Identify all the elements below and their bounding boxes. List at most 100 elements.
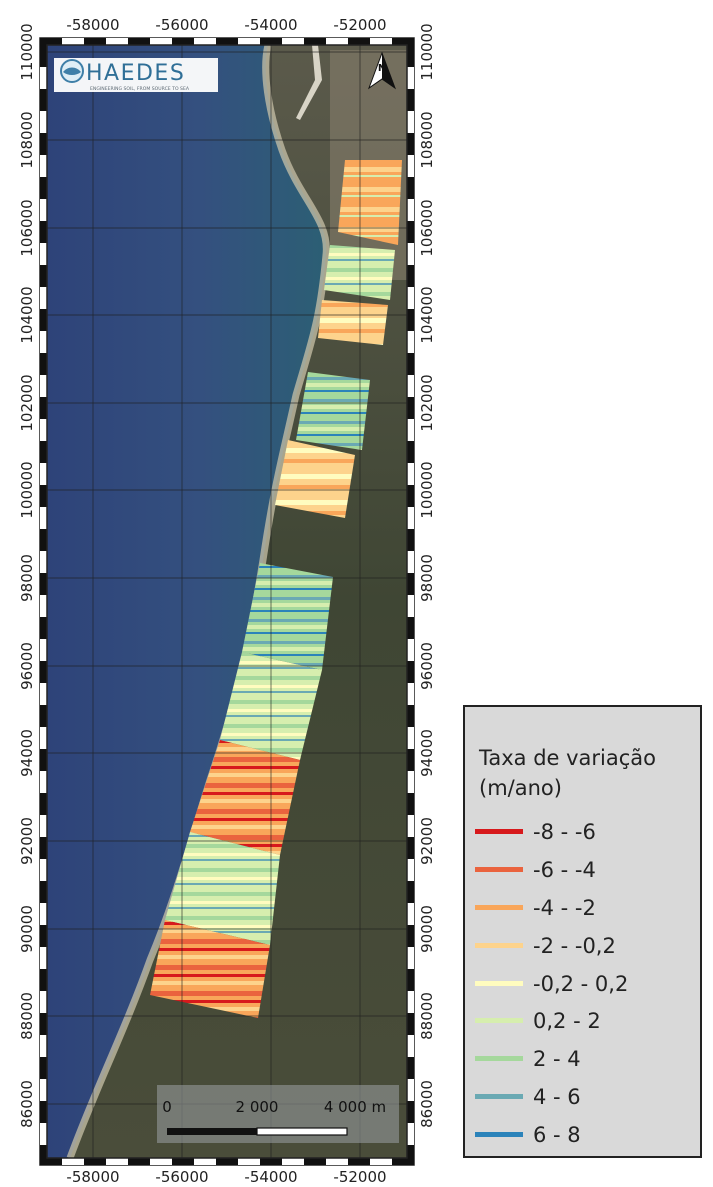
frame-tick bbox=[40, 1145, 47, 1158]
y-tick-label-right: 100000 bbox=[418, 461, 436, 518]
frame-tick bbox=[40, 45, 47, 67]
frame-tick bbox=[407, 177, 414, 199]
frame-tick bbox=[40, 793, 47, 815]
frame-tick bbox=[40, 1123, 47, 1145]
frame-tick bbox=[407, 199, 414, 221]
frame-tick bbox=[40, 397, 47, 419]
frame-tick bbox=[407, 947, 414, 969]
frame-tick bbox=[40, 221, 47, 243]
frame-tick bbox=[407, 45, 414, 67]
frame-tick bbox=[150, 1158, 172, 1165]
y-tick-label-right: 92000 bbox=[418, 817, 436, 865]
frame-tick bbox=[304, 1158, 326, 1165]
frame-tick bbox=[407, 89, 414, 111]
legend-title-line: Taxa de variação bbox=[479, 746, 657, 770]
frame-tick bbox=[370, 38, 392, 45]
legend-title-line: (m/ano) bbox=[479, 776, 562, 800]
frame-tick bbox=[40, 881, 47, 903]
scale-bar: 0 2 000 4 000 m bbox=[162, 1098, 386, 1136]
frame-tick bbox=[407, 881, 414, 903]
frame-tick bbox=[407, 683, 414, 705]
y-tick-label-right: 90000 bbox=[418, 905, 436, 953]
frame-tick bbox=[407, 595, 414, 617]
frame-tick bbox=[40, 727, 47, 749]
legend-swatch bbox=[475, 1018, 523, 1024]
y-tick-label-right: 98000 bbox=[418, 554, 436, 602]
frame-tick bbox=[40, 947, 47, 969]
frame-tick bbox=[407, 1079, 414, 1101]
transect-band-10 bbox=[150, 920, 270, 1018]
frame-tick bbox=[194, 38, 216, 45]
map-frame-inner bbox=[46, 44, 408, 1159]
frame-tick bbox=[40, 573, 47, 595]
frame-tick bbox=[304, 38, 326, 45]
sea-area bbox=[47, 45, 327, 1158]
frame-tick bbox=[407, 551, 414, 573]
frame-tick bbox=[216, 1158, 238, 1165]
frame-tick bbox=[407, 1101, 414, 1123]
frame-tick bbox=[40, 1158, 62, 1165]
y-tick-label-right: 88000 bbox=[418, 992, 436, 1040]
frame-tick bbox=[238, 38, 260, 45]
legend-label: 2 - 4 bbox=[533, 1047, 581, 1072]
frame-tick bbox=[407, 133, 414, 155]
frame-tick bbox=[40, 595, 47, 617]
y-tick-label-left: 98000 bbox=[18, 554, 36, 602]
legend-swatch bbox=[475, 1056, 523, 1062]
frame-tick bbox=[407, 617, 414, 639]
logo-tagline: ENGINEERING SOIL, FROM SOURCE TO SEA bbox=[90, 86, 190, 92]
x-tick-label-bottom: -56000 bbox=[155, 1168, 208, 1186]
y-tick-label-right: 110000 bbox=[418, 23, 436, 80]
frame-tick bbox=[40, 1101, 47, 1123]
frame-tick bbox=[40, 419, 47, 441]
harbour-jetty bbox=[296, 45, 322, 120]
frame-tick bbox=[40, 551, 47, 573]
y-tick-label-right: 108000 bbox=[418, 111, 436, 168]
frame-tick bbox=[407, 969, 414, 991]
x-tick-label-top: -52000 bbox=[333, 16, 386, 34]
y-tick-label-left: 100000 bbox=[18, 461, 36, 518]
frame-tick bbox=[216, 38, 238, 45]
scale-label-4000: 4 000 m bbox=[324, 1098, 386, 1116]
y-tick-label-right: 106000 bbox=[418, 199, 436, 256]
map-frame-ticks bbox=[40, 38, 414, 1165]
y-axis-labels-right: 110000 108000 106000 104000 102000 10000… bbox=[418, 23, 436, 1127]
legend-swatch bbox=[475, 866, 523, 872]
y-tick-label-left: 104000 bbox=[18, 286, 36, 343]
frame-tick bbox=[40, 199, 47, 221]
frame-tick bbox=[407, 265, 414, 287]
frame-tick bbox=[106, 38, 128, 45]
legend-label: 4 - 6 bbox=[533, 1085, 581, 1110]
frame-tick bbox=[407, 529, 414, 551]
frame-tick bbox=[40, 287, 47, 309]
frame-tick bbox=[40, 67, 47, 89]
frame-tick bbox=[40, 529, 47, 551]
transect-band-1 bbox=[338, 160, 402, 245]
legend-swatch bbox=[475, 942, 523, 948]
frame-tick bbox=[40, 375, 47, 397]
transect-band-8 bbox=[190, 740, 300, 855]
scale-label-2000: 2 000 bbox=[236, 1098, 279, 1116]
frame-tick bbox=[407, 309, 414, 331]
frame-tick bbox=[407, 1145, 414, 1158]
x-tick-label-bottom: -58000 bbox=[66, 1168, 119, 1186]
frame-tick bbox=[407, 463, 414, 485]
north-arrow-label: N bbox=[378, 63, 386, 74]
y-tick-label-left: 92000 bbox=[18, 817, 36, 865]
frame-tick bbox=[407, 1035, 414, 1057]
frame-tick bbox=[407, 639, 414, 661]
frame-tick bbox=[40, 1013, 47, 1035]
frame-tick bbox=[62, 38, 84, 45]
frame-tick bbox=[326, 1158, 348, 1165]
x-tick-label-top: -58000 bbox=[66, 16, 119, 34]
frame-tick bbox=[326, 38, 348, 45]
frame-tick bbox=[40, 991, 47, 1013]
frame-tick bbox=[260, 1158, 282, 1165]
y-axis-labels-left: 110000 108000 106000 104000 102000 10000… bbox=[18, 23, 36, 1127]
frame-tick bbox=[407, 419, 414, 441]
y-tick-label-left: 108000 bbox=[18, 111, 36, 168]
frame-tick bbox=[40, 133, 47, 155]
frame-tick bbox=[282, 1158, 304, 1165]
frame-tick bbox=[40, 771, 47, 793]
